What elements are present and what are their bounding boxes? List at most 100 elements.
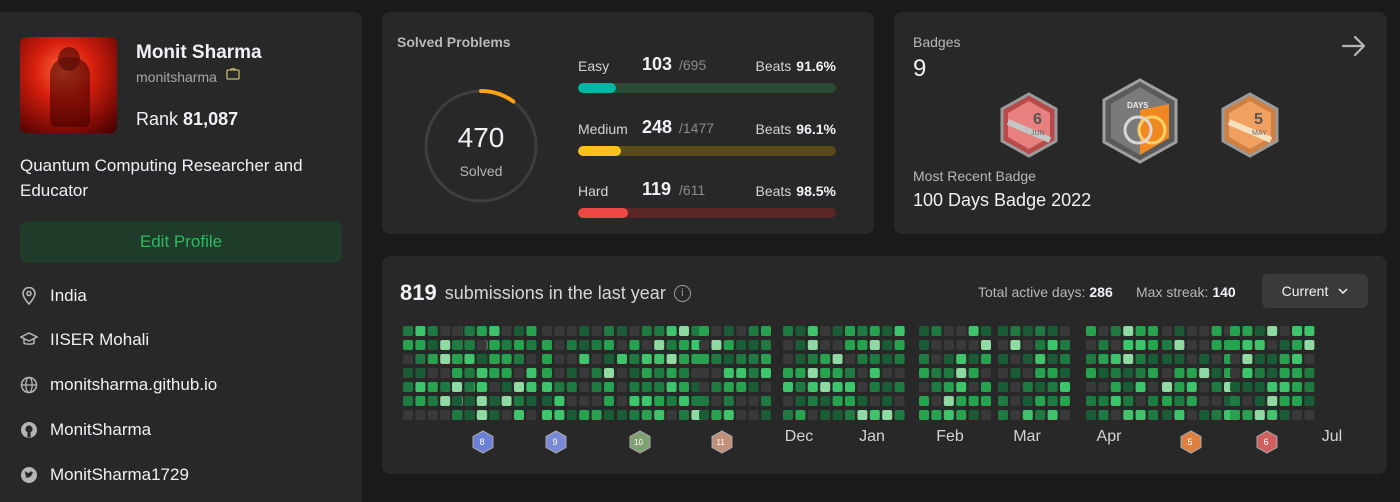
heatmap-cell[interactable] (1267, 396, 1278, 406)
heatmap-cell[interactable] (1047, 326, 1058, 336)
heatmap-cell[interactable] (591, 326, 602, 336)
heatmap-cell[interactable] (1199, 396, 1210, 406)
heatmap-cell[interactable] (1135, 410, 1146, 420)
heatmap-cell[interactable] (832, 410, 843, 420)
heatmap-cell[interactable] (1211, 410, 1222, 420)
heatmap-cell[interactable] (882, 326, 893, 336)
heatmap-cell[interactable] (679, 326, 689, 336)
heatmap-cell[interactable] (403, 368, 413, 378)
heatmap-cell[interactable] (654, 340, 665, 350)
heatmap-cell[interactable] (1086, 396, 1096, 406)
heatmap-cell[interactable] (1186, 326, 1197, 336)
heatmap-cell[interactable] (1022, 354, 1033, 364)
heatmap-cell[interactable] (894, 396, 905, 406)
heatmap-cell[interactable] (1174, 396, 1185, 406)
heatmap-cell[interactable] (1148, 410, 1158, 420)
heatmap-cell[interactable] (1279, 368, 1290, 378)
heatmap-cell[interactable] (894, 340, 905, 350)
heatmap-cell[interactable] (748, 326, 759, 336)
heatmap-cell[interactable] (1242, 410, 1253, 420)
heatmap-cell[interactable] (476, 396, 487, 406)
heatmap-cell[interactable] (1098, 410, 1109, 420)
heatmap-cell[interactable] (554, 382, 565, 392)
heatmap-cell[interactable] (654, 382, 665, 392)
heatmap-cell[interactable] (554, 410, 565, 420)
heatmap-cell[interactable] (617, 340, 627, 350)
heatmap-cell[interactable] (1110, 354, 1121, 364)
heatmap-cell[interactable] (1035, 396, 1046, 406)
heatmap-cell[interactable] (489, 340, 500, 350)
heatmap-cell[interactable] (1186, 340, 1197, 350)
heatmap-cell[interactable] (761, 396, 771, 406)
heatmap-cell[interactable] (1279, 410, 1290, 420)
info-twitter-text[interactable]: MonitSharma1729 (50, 465, 189, 484)
heatmap-cell[interactable] (476, 340, 487, 350)
heatmap-cell[interactable] (1060, 410, 1070, 420)
heatmap-cell[interactable] (691, 354, 702, 364)
heatmap-cell[interactable] (820, 396, 831, 406)
heatmap-cell[interactable] (894, 326, 905, 336)
heatmap-cell[interactable] (1230, 396, 1240, 406)
heatmap-cell[interactable] (1047, 382, 1058, 392)
heatmap-cell[interactable] (579, 340, 590, 350)
heatmap-cell[interactable] (1035, 326, 1046, 336)
heatmap-cell[interactable] (1254, 326, 1265, 336)
heatmap-cell[interactable] (882, 368, 893, 378)
heatmap-cell[interactable] (998, 340, 1008, 350)
heatmap-cell[interactable] (629, 382, 640, 392)
heatmap-cell[interactable] (464, 368, 475, 378)
heatmap-cell[interactable] (1148, 354, 1158, 364)
heatmap-cell[interactable] (591, 410, 602, 420)
heatmap-cell[interactable] (968, 382, 979, 392)
heatmap-cell[interactable] (604, 382, 614, 392)
heatmap-cell[interactable] (711, 326, 722, 336)
heatmap-cell[interactable] (415, 340, 426, 350)
solved-progress-ring[interactable] (420, 85, 542, 207)
nov-2022-badge[interactable]: 11 (711, 430, 733, 454)
heatmap-cell[interactable] (943, 340, 954, 350)
difficulty-row-hard[interactable]: Hard 119 /611 Beats 98.5% (578, 179, 836, 219)
heatmap-cell[interactable] (711, 340, 722, 350)
heatmap-cell[interactable] (679, 340, 689, 350)
heatmap-cell[interactable] (1098, 326, 1109, 336)
heatmap-cell[interactable] (542, 368, 552, 378)
heatmap-cell[interactable] (514, 410, 524, 420)
heatmap-cell[interactable] (1148, 382, 1158, 392)
heatmap-cell[interactable] (489, 368, 500, 378)
heatmap-cell[interactable] (542, 382, 552, 392)
heatmap-cell[interactable] (807, 340, 818, 350)
heatmap-cell[interactable] (427, 410, 438, 420)
heatmap-cell[interactable] (845, 382, 855, 392)
heatmap-cell[interactable] (566, 354, 577, 364)
heatmap-cell[interactable] (1047, 410, 1058, 420)
heatmap-cell[interactable] (832, 340, 843, 350)
heatmap-cell[interactable] (566, 340, 577, 350)
heatmap-cell[interactable] (1304, 354, 1315, 364)
heatmap-cell[interactable] (679, 368, 689, 378)
heatmap-cell[interactable] (1098, 368, 1109, 378)
heatmap-cell[interactable] (1199, 326, 1210, 336)
heatmap-cell[interactable] (931, 326, 942, 336)
heatmap-cell[interactable] (1098, 396, 1109, 406)
heatmap-cell[interactable] (452, 326, 462, 336)
heatmap-cell[interactable] (736, 326, 747, 336)
heatmap-cell[interactable] (566, 396, 577, 406)
heatmap-cell[interactable] (1199, 354, 1210, 364)
heatmap-cell[interactable] (489, 326, 500, 336)
heatmap-cell[interactable] (1047, 354, 1058, 364)
heatmap-cell[interactable] (1123, 396, 1134, 406)
heatmap-cell[interactable] (452, 368, 462, 378)
heatmap-cell[interactable] (566, 326, 577, 336)
heatmap-cell[interactable] (832, 326, 843, 336)
heatmap-cell[interactable] (1279, 382, 1290, 392)
heatmap-cell[interactable] (440, 326, 451, 336)
heatmap-cell[interactable] (699, 354, 709, 364)
avatar[interactable] (20, 37, 117, 133)
heatmap-cell[interactable] (1110, 340, 1121, 350)
heatmap-cell[interactable] (1304, 396, 1315, 406)
heatmap-cell[interactable] (723, 368, 734, 378)
heatmap-cell[interactable] (501, 354, 512, 364)
heatmap-cell[interactable] (1123, 326, 1134, 336)
heatmap-cell[interactable] (857, 326, 868, 336)
heatmap-cell[interactable] (981, 410, 991, 420)
